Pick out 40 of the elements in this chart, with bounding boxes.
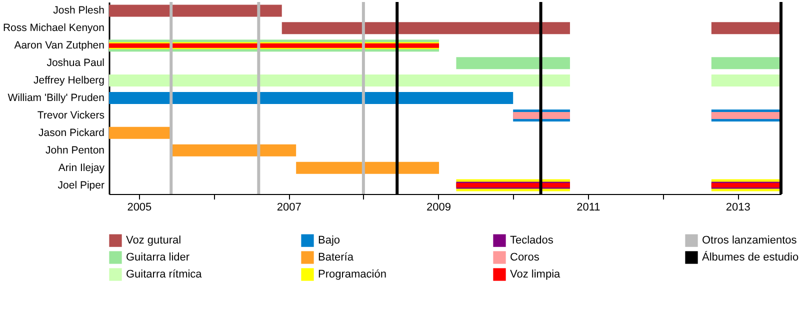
- x-tick-label: 2013: [726, 202, 750, 214]
- x-tick-label: 2011: [576, 202, 600, 214]
- legend-label: Álbumes de estudio: [702, 250, 799, 264]
- legend-label: Bajo: [318, 234, 340, 247]
- legend-label: Programación: [318, 268, 386, 280]
- legend-label: Batería: [318, 252, 354, 264]
- y-tick-label: Jeffrey Helberg: [33, 74, 105, 87]
- legend-label: Teclados: [510, 234, 554, 247]
- legend-label: Guitarra lider: [126, 252, 190, 264]
- x-tick-label: 2005: [127, 202, 152, 214]
- y-tick-label: Ross Michael Kenyon: [2, 22, 105, 34]
- bar: [456, 57, 570, 70]
- bar: [711, 22, 781, 34]
- y-tick-label: William 'Billy' Pruden: [8, 92, 105, 104]
- bar: [711, 57, 781, 70]
- legend-label: Otros lanzamientos: [702, 234, 798, 247]
- y-tick-label: Joshua Paul: [46, 57, 104, 70]
- y-tick-label: Josh Plesh: [53, 4, 105, 17]
- bar: [109, 126, 172, 139]
- bar: [711, 112, 781, 119]
- bar: [109, 74, 570, 87]
- y-tick-label: Aaron Van Zutphen: [14, 40, 105, 52]
- y-tick-label: Arin Ilejay: [58, 162, 106, 174]
- bar: [109, 92, 514, 104]
- bar: [282, 22, 570, 34]
- y-tick-label: Joel Piper: [58, 179, 105, 192]
- bar: [513, 112, 570, 119]
- legend-label: Coros: [510, 252, 540, 264]
- y-tick-label: Trevor Vickers: [37, 109, 104, 122]
- y-tick-label: Jason Pickard: [38, 126, 105, 139]
- y-tick-label: John Penton: [46, 144, 105, 156]
- legend-label: Voz limpia: [510, 268, 562, 280]
- bar: [711, 74, 781, 87]
- x-tick-label: 2009: [426, 202, 452, 214]
- bar: [172, 144, 296, 156]
- x-tick-label: 2007: [276, 202, 302, 214]
- legend-label: Voz gutural: [126, 234, 182, 247]
- legend-label: Guitarra rítmica: [126, 268, 203, 280]
- bar: [109, 4, 282, 17]
- bar: [296, 162, 440, 174]
